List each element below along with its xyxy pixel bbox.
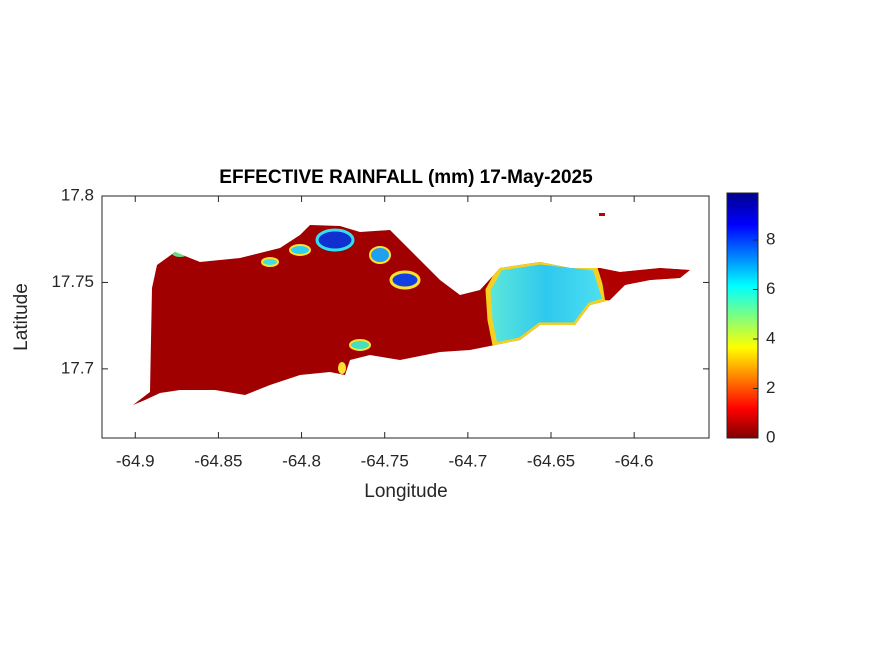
- x-tick-label: -64.65: [527, 451, 575, 470]
- x-tick-label: -64.75: [361, 451, 409, 470]
- x-axis-label: Longitude: [364, 481, 447, 502]
- y-tick-label: 17.7: [61, 358, 94, 377]
- colorbar-tick-label: 0: [766, 427, 775, 446]
- x-tick-label: -64.8: [282, 451, 321, 470]
- x-tick-label: -64.85: [194, 451, 242, 470]
- colorbar-tick-label: 4: [766, 328, 775, 347]
- x-tick-label: -64.9: [116, 451, 155, 470]
- y-tick-label: 17.75: [51, 272, 94, 291]
- colorbar-tick-label: 6: [766, 279, 775, 298]
- chart-title: EFFECTIVE RAINFALL (mm) 17-May-2025: [219, 167, 593, 188]
- x-tick-label: -64.7: [448, 451, 487, 470]
- x-tick-label: -64.6: [615, 451, 654, 470]
- y-tick-label: 17.8: [61, 185, 94, 204]
- colorbar: [726, 192, 759, 439]
- y-axis-label: Latitude: [11, 283, 32, 351]
- colorbar-tick-label: 8: [766, 230, 775, 249]
- islet: [599, 213, 605, 216]
- colorbar-tick-label: 2: [766, 378, 775, 397]
